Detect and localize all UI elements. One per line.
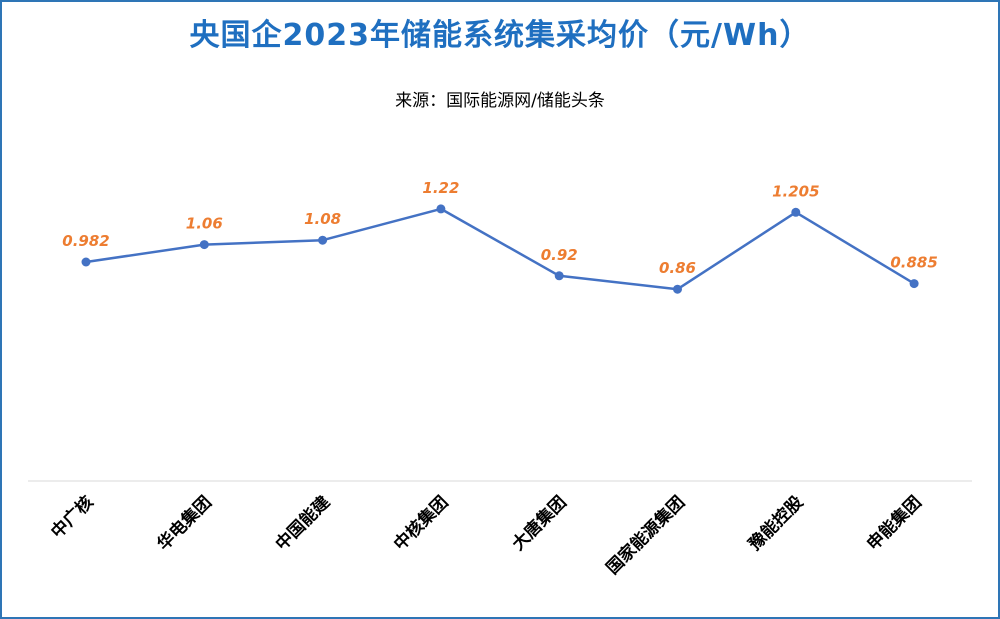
x-tick-label: 中国能建	[271, 492, 334, 555]
x-tick-label: 大唐集团	[508, 492, 571, 555]
data-label: 0.885	[890, 254, 937, 272]
data-point	[554, 271, 564, 281]
data-labels: 0.982 1.06 1.08 1.22 0.92 0.86 1.205 0.885	[62, 179, 938, 277]
x-tick-label: 中广核	[47, 492, 98, 543]
data-points	[81, 204, 919, 294]
category-labels: 中广核 华电集团 中国能建 中核集团 大唐集团 国家能源集团 豫能控股 申能集团	[47, 492, 926, 579]
chart-title: 央国企2023年储能系统集采均价（元/Wh）	[189, 18, 811, 53]
data-label: 0.982	[62, 232, 109, 250]
data-label: 0.86	[659, 259, 696, 277]
data-label: 1.08	[304, 210, 341, 228]
chart-subtitle: 来源：国际能源网/储能头条	[395, 91, 605, 111]
x-tick-label: 申能集团	[863, 492, 926, 555]
data-point	[81, 257, 91, 267]
data-point	[909, 279, 919, 289]
series-line	[85, 207, 915, 291]
data-label: 1.06	[186, 215, 223, 233]
data-point	[791, 207, 801, 217]
x-tick-label: 华电集团	[153, 492, 216, 555]
data-point	[199, 240, 209, 250]
data-point	[673, 284, 682, 294]
data-point	[436, 204, 446, 214]
x-tick-label: 国家能源集团	[602, 492, 689, 579]
x-tick-label: 中核集团	[390, 492, 453, 555]
data-point	[318, 235, 328, 245]
data-label: 1.22	[422, 179, 459, 197]
data-label: 1.205	[772, 182, 819, 200]
data-label: 0.92	[541, 246, 578, 264]
x-tick-label: 豫能控股	[744, 492, 807, 555]
